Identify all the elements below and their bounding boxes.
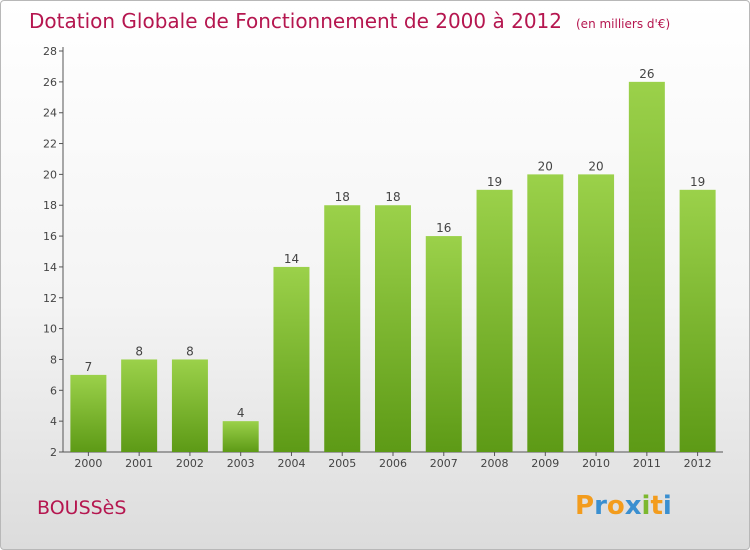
bar-value-label: 14 (284, 252, 299, 266)
y-tick-label: 6 (50, 384, 57, 397)
y-tick-label: 26 (43, 76, 57, 89)
bar-value-label: 26 (639, 67, 654, 81)
x-tick-label: 2012 (684, 457, 712, 470)
y-tick-label: 4 (50, 415, 57, 428)
bar (121, 359, 158, 452)
x-tick-label: 2005 (328, 457, 356, 470)
bar (578, 174, 615, 452)
y-tick-label: 10 (43, 323, 57, 336)
bar (70, 374, 107, 452)
bar-value-label: 16 (436, 221, 451, 235)
y-tick-label: 28 (43, 45, 57, 58)
x-tick-label: 2003 (227, 457, 255, 470)
bar-value-label: 8 (186, 344, 194, 358)
bar (527, 174, 564, 452)
logo-letter: o (606, 491, 625, 521)
bar (222, 421, 259, 452)
bar-value-label: 19 (690, 175, 705, 189)
bar (273, 266, 310, 452)
bar (628, 81, 665, 452)
bar (476, 189, 513, 453)
bar (679, 189, 716, 453)
bar-value-label: 18 (385, 190, 400, 204)
x-tick-label: 2002 (176, 457, 204, 470)
y-tick-label: 22 (43, 138, 57, 151)
proxiti-logo[interactable]: Proxiti (575, 491, 672, 521)
y-tick-label: 16 (43, 230, 57, 243)
y-tick-label: 18 (43, 199, 57, 212)
x-tick-label: 2000 (74, 457, 102, 470)
logo-letter: i (641, 491, 651, 521)
logo-letter: i (662, 491, 672, 521)
logo-letter: x (624, 491, 642, 521)
x-tick-label: 2006 (379, 457, 407, 470)
x-tick-label: 2008 (481, 457, 509, 470)
title-text: Dotation Globale de Fonctionnement de 20… (29, 9, 562, 33)
y-tick-label: 14 (43, 261, 57, 274)
x-tick-label: 2009 (531, 457, 559, 470)
town-name: BOUSSèS (37, 497, 127, 519)
bar-value-label: 20 (588, 159, 603, 173)
x-tick-label: 2011 (633, 457, 661, 470)
bar (171, 359, 208, 452)
y-tick-label: 24 (43, 107, 57, 120)
y-tick-label: 12 (43, 292, 57, 305)
bar-value-label: 8 (135, 344, 143, 358)
logo-letter: t (650, 491, 663, 521)
chart-title: Dotation Globale de Fonctionnement de 20… (29, 9, 670, 33)
bar-value-label: 20 (538, 159, 553, 173)
x-tick-label: 2010 (582, 457, 610, 470)
x-tick-label: 2007 (430, 457, 458, 470)
logo-letter: r (594, 491, 607, 521)
bar-value-label: 4 (237, 406, 245, 420)
y-tick-label: 20 (43, 168, 57, 181)
bar-value-label: 19 (487, 175, 502, 189)
y-tick-label: 2 (50, 446, 57, 459)
x-tick-label: 2001 (125, 457, 153, 470)
bar-value-label: 7 (85, 360, 93, 374)
bar (324, 205, 361, 452)
bar (425, 236, 462, 452)
bar-value-label: 18 (335, 190, 350, 204)
logo-letter: P (575, 491, 595, 521)
unit-subtitle: (en milliers d'€) (576, 17, 671, 31)
bar (375, 205, 411, 452)
x-tick-label: 2004 (277, 457, 305, 470)
y-tick-label: 8 (50, 353, 57, 366)
